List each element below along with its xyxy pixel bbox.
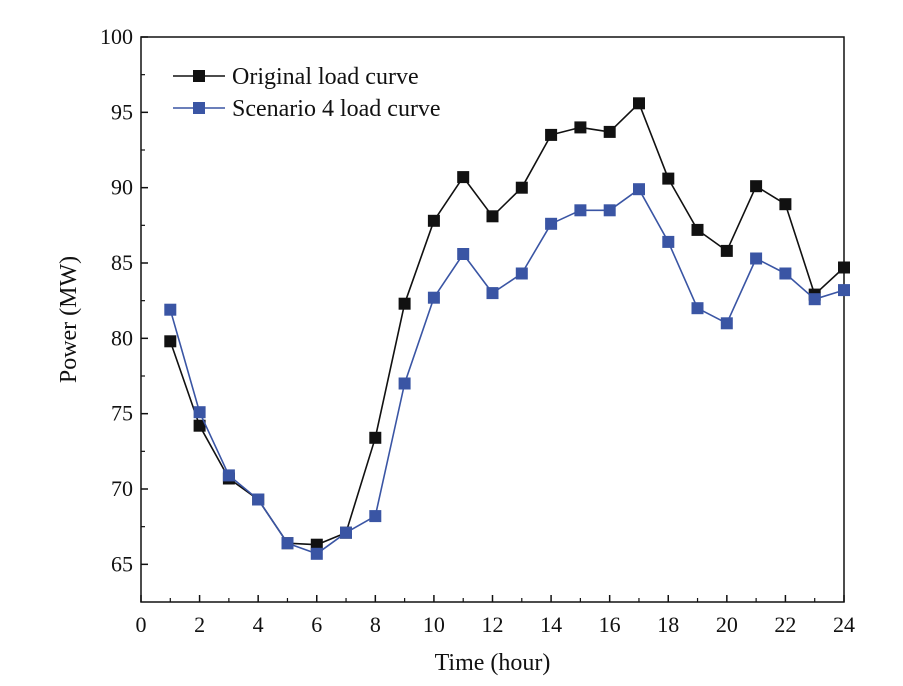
data-point — [750, 180, 763, 193]
data-point — [369, 510, 382, 523]
y-tick-label: 75 — [111, 401, 133, 426]
data-point — [838, 284, 850, 297]
series-layer — [164, 97, 850, 560]
data-point — [515, 267, 528, 280]
legend-marker-original — [193, 70, 205, 82]
x-tick-label: 6 — [311, 612, 322, 637]
data-point — [486, 287, 499, 300]
data-point — [603, 125, 616, 138]
x-tick-label: 20 — [716, 612, 738, 637]
series-2 — [164, 183, 850, 560]
series-line — [169, 102, 845, 546]
data-point — [398, 297, 411, 310]
data-point — [633, 97, 645, 110]
series-line — [169, 188, 845, 555]
data-point — [398, 377, 411, 390]
legend-label-original: Original load curve — [232, 64, 419, 90]
data-point — [193, 406, 206, 419]
data-point — [662, 235, 675, 248]
data-point — [545, 128, 558, 141]
x-tick-label: 8 — [370, 612, 381, 637]
data-point — [691, 223, 704, 236]
data-point — [779, 198, 792, 211]
x-tick-label: 14 — [540, 612, 562, 637]
data-point — [720, 317, 733, 330]
data-point — [310, 538, 323, 551]
data-point — [545, 217, 558, 230]
x-tick-label: 24 — [833, 612, 855, 637]
data-point — [457, 248, 470, 260]
legend-entry-original: Original load curve — [173, 64, 419, 90]
data-point — [574, 121, 587, 134]
x-tick-label: 0 — [136, 612, 147, 637]
x-tick-label: 16 — [599, 612, 621, 637]
x-tick-label: 22 — [774, 612, 796, 637]
data-point — [427, 214, 440, 227]
data-point — [222, 469, 235, 482]
data-point — [457, 171, 470, 184]
data-point — [691, 302, 704, 315]
data-point — [779, 267, 792, 280]
y-tick-label: 85 — [111, 250, 133, 275]
data-point — [720, 244, 733, 257]
x-tick-label: 2 — [194, 612, 205, 637]
data-point — [252, 493, 265, 506]
data-point — [515, 181, 528, 194]
x-tick-label: 10 — [423, 612, 445, 637]
data-point — [340, 526, 352, 539]
y-tick-label: 100 — [100, 24, 133, 49]
x-tick-label: 18 — [657, 612, 679, 637]
data-point — [750, 252, 763, 265]
legend-label-scenario4: Scenario 4 load curve — [232, 96, 441, 122]
legend: Original load curve Scenario 4 load curv… — [173, 64, 441, 122]
data-point — [193, 419, 206, 432]
y-tick-label: 70 — [111, 476, 133, 501]
series-1 — [164, 97, 850, 551]
y-tick-label: 80 — [111, 325, 133, 350]
data-point — [369, 431, 382, 444]
data-point — [164, 335, 177, 348]
x-tick-label: 12 — [482, 612, 504, 637]
x-tick-label: 4 — [253, 612, 264, 637]
y-axis: 65 70 75 80 85 90 95 100 — [100, 24, 148, 576]
data-point — [310, 547, 323, 560]
y-tick-label: 90 — [111, 175, 133, 200]
x-axis-label: Time (hour) — [435, 650, 551, 676]
x-axis: 0 2 4 6 8 10 12 14 16 18 20 22 24 — [136, 595, 855, 637]
data-point — [574, 204, 587, 217]
data-point — [486, 210, 499, 223]
y-tick-label: 95 — [111, 99, 133, 124]
y-axis-label: Power (MW) — [56, 256, 82, 383]
data-point — [603, 204, 616, 217]
data-point — [662, 172, 675, 185]
data-point — [164, 303, 177, 316]
data-point — [427, 291, 440, 304]
data-point — [281, 537, 294, 550]
legend-entry-scenario4: Scenario 4 load curve — [173, 96, 441, 122]
data-point — [633, 183, 645, 196]
data-point — [808, 293, 821, 306]
y-tick-label: 65 — [111, 551, 133, 576]
data-point — [838, 261, 850, 274]
legend-marker-scenario4 — [193, 102, 205, 114]
